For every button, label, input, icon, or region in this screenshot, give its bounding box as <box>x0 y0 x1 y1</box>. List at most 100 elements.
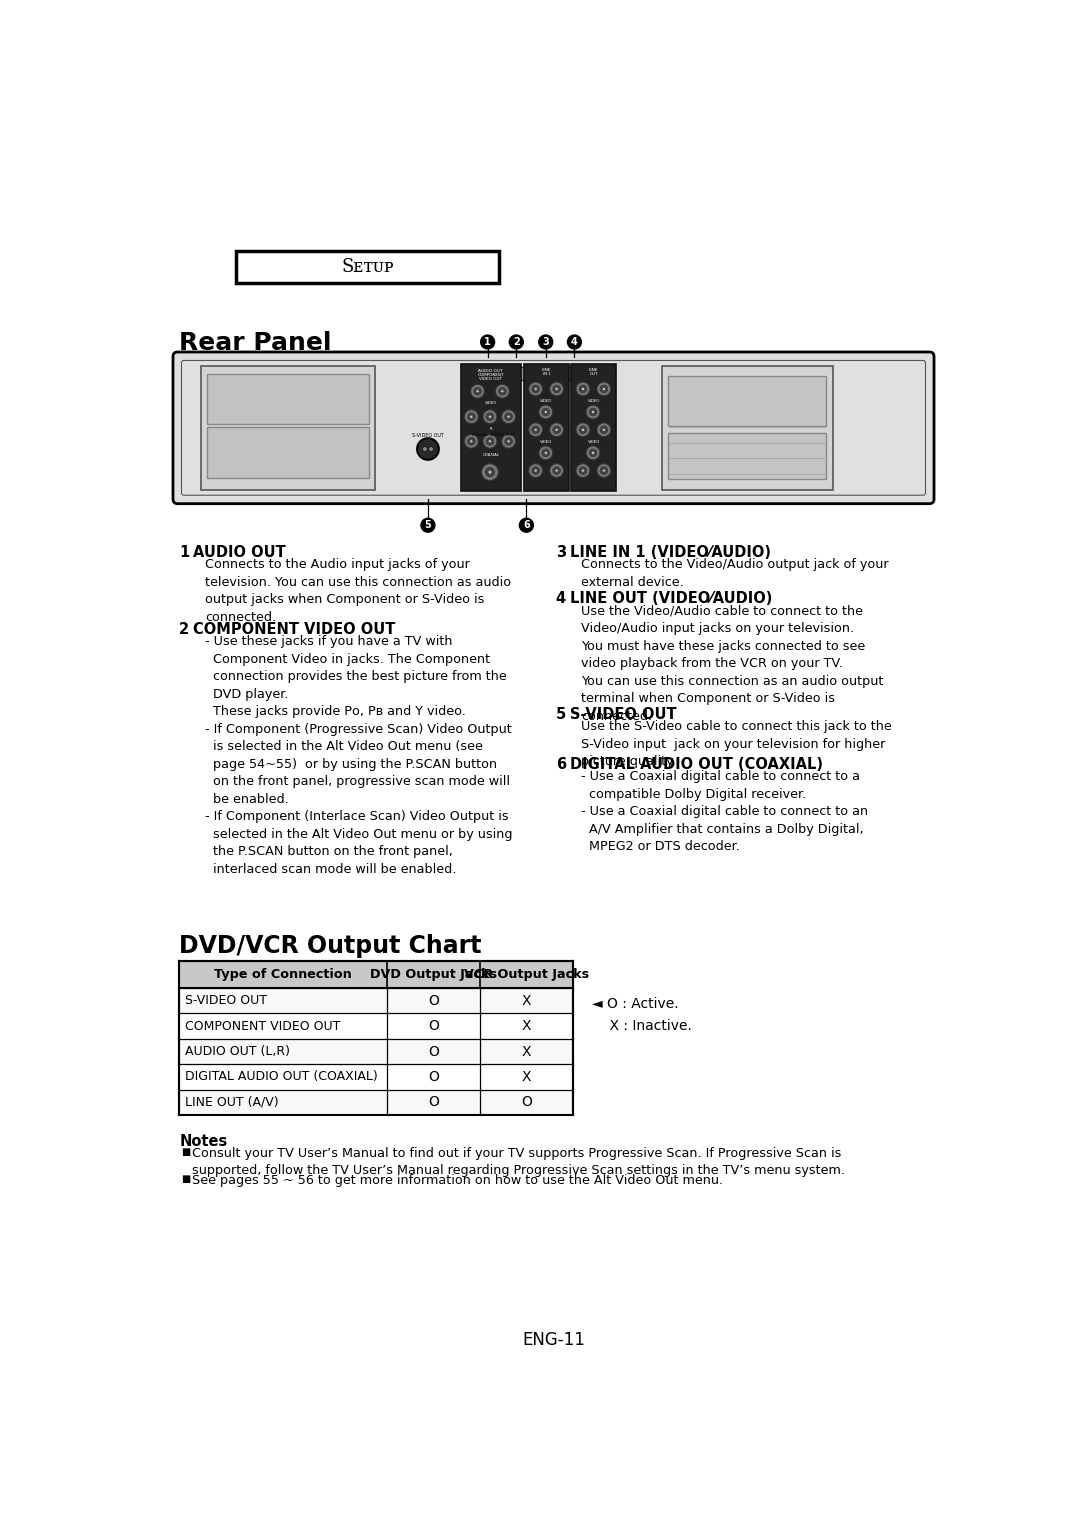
Bar <box>179 989 572 1013</box>
Circle shape <box>488 440 491 443</box>
Circle shape <box>417 439 438 460</box>
Circle shape <box>539 335 553 348</box>
Text: VIDEO: VIDEO <box>485 402 497 405</box>
Circle shape <box>468 437 475 445</box>
Text: - Use a Coaxial digital cable to connect to a
  compatible Dolby Digital receive: - Use a Coaxial digital cable to connect… <box>581 770 868 853</box>
Text: 4: 4 <box>571 338 578 347</box>
Circle shape <box>600 385 608 393</box>
Circle shape <box>499 388 507 396</box>
Circle shape <box>555 428 558 431</box>
Circle shape <box>504 413 512 420</box>
Circle shape <box>486 413 494 420</box>
Bar <box>482 367 606 380</box>
Circle shape <box>529 382 542 396</box>
Circle shape <box>603 388 606 391</box>
Bar <box>207 373 369 425</box>
Circle shape <box>504 437 512 445</box>
Text: Use the S-Video cable to connect this jack to the
S-Video input  jack on your te: Use the S-Video cable to connect this ja… <box>581 720 892 769</box>
Text: Notes: Notes <box>179 1134 228 1149</box>
Circle shape <box>496 385 510 399</box>
Circle shape <box>535 428 537 431</box>
Text: O: O <box>428 993 438 1007</box>
Text: - Use these jacks if you have a TV with
  Component Video in jacks. The Componen: - Use these jacks if you have a TV with … <box>205 636 512 876</box>
Bar <box>524 364 569 492</box>
Circle shape <box>483 434 497 448</box>
Circle shape <box>592 451 595 454</box>
Text: LINE: LINE <box>589 368 598 373</box>
Text: LINE OUT (A/V): LINE OUT (A/V) <box>186 1096 279 1109</box>
Text: O: O <box>428 1096 438 1109</box>
Circle shape <box>581 388 584 391</box>
Text: IN 1: IN 1 <box>542 371 551 376</box>
Text: DVD/VCR Output Chart: DVD/VCR Output Chart <box>179 934 482 958</box>
Text: DVD Output Jacks: DVD Output Jacks <box>369 969 497 981</box>
Text: ■: ■ <box>180 1146 190 1157</box>
Circle shape <box>501 434 515 448</box>
Bar <box>669 432 826 480</box>
Text: VIDEO OUT: VIDEO OUT <box>480 376 502 380</box>
Circle shape <box>544 451 548 454</box>
Circle shape <box>483 410 497 423</box>
Circle shape <box>555 388 558 391</box>
Circle shape <box>474 388 482 396</box>
Bar <box>179 1013 572 1039</box>
Text: ◄ O : Active.
    X : Inactive.: ◄ O : Active. X : Inactive. <box>592 998 692 1033</box>
Text: 6: 6 <box>556 756 566 772</box>
Text: 5: 5 <box>556 707 566 721</box>
Circle shape <box>581 469 584 472</box>
Text: VCR Output Jacks: VCR Output Jacks <box>463 969 589 981</box>
Circle shape <box>501 410 515 423</box>
Text: AUDIO OUT: AUDIO OUT <box>478 368 503 373</box>
Circle shape <box>600 426 608 434</box>
Text: 2: 2 <box>513 338 519 347</box>
Circle shape <box>529 463 542 477</box>
Circle shape <box>470 440 473 443</box>
Text: 4: 4 <box>556 591 566 607</box>
Text: LINE: LINE <box>542 368 551 373</box>
Circle shape <box>576 463 590 477</box>
Text: S-VIDEO OUT: S-VIDEO OUT <box>411 432 444 439</box>
Text: 6: 6 <box>523 520 530 530</box>
Circle shape <box>555 469 558 472</box>
Circle shape <box>531 385 540 393</box>
Bar <box>207 428 369 478</box>
Circle shape <box>476 390 480 393</box>
Text: Type of Connection: Type of Connection <box>214 969 352 981</box>
Circle shape <box>468 413 475 420</box>
Text: AUDIO OUT (L,R): AUDIO OUT (L,R) <box>186 1045 291 1057</box>
Text: X: X <box>522 1045 531 1059</box>
Circle shape <box>603 428 606 431</box>
Circle shape <box>597 382 611 396</box>
Circle shape <box>597 423 611 437</box>
Text: O: O <box>428 1045 438 1059</box>
Text: DIGITAL AUDIO OUT (COAXIAL): DIGITAL AUDIO OUT (COAXIAL) <box>570 756 823 772</box>
Circle shape <box>486 437 494 445</box>
Text: O: O <box>521 1096 531 1109</box>
Text: O: O <box>428 1019 438 1033</box>
Text: O: O <box>428 1070 438 1083</box>
Circle shape <box>539 405 553 419</box>
Circle shape <box>539 446 553 460</box>
Text: Connects to the Video/Audio output jack of your
external device.: Connects to the Video/Audio output jack … <box>581 558 889 588</box>
Circle shape <box>485 468 495 477</box>
Circle shape <box>544 411 548 414</box>
Circle shape <box>535 469 537 472</box>
Circle shape <box>464 410 478 423</box>
Circle shape <box>488 416 491 419</box>
Text: X: X <box>522 993 531 1007</box>
Circle shape <box>579 385 586 393</box>
Bar <box>235 251 499 284</box>
Bar <box>201 365 375 490</box>
Text: COMPONENT: COMPONENT <box>477 373 504 377</box>
Text: 1: 1 <box>179 545 189 561</box>
Circle shape <box>553 466 561 474</box>
Text: LINE IN 1 (VIDEO⁄AUDIO): LINE IN 1 (VIDEO⁄AUDIO) <box>570 545 771 561</box>
Circle shape <box>586 446 600 460</box>
Bar <box>571 364 617 492</box>
Text: See pages 55 ~ 56 to get more information on how to use the Alt Video Out menu.: See pages 55 ~ 56 to get more informatio… <box>191 1175 723 1187</box>
Bar <box>179 1039 572 1063</box>
Text: COAXIAL: COAXIAL <box>483 452 499 457</box>
Circle shape <box>529 423 542 437</box>
Text: LINE OUT (VIDEO⁄AUDIO): LINE OUT (VIDEO⁄AUDIO) <box>570 591 772 607</box>
Text: 3: 3 <box>542 338 549 347</box>
